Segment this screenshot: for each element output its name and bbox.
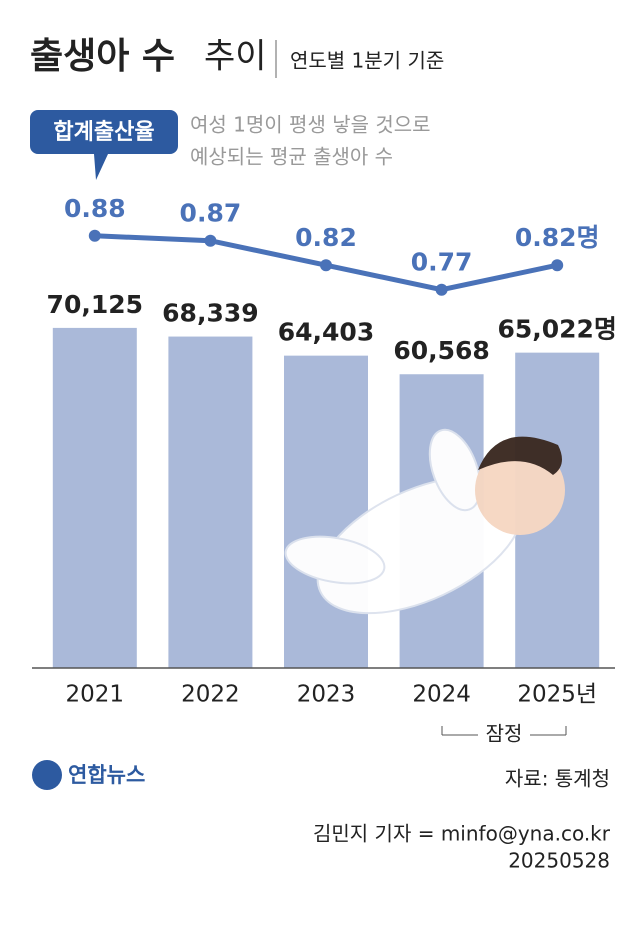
source: 자료: 통계청 bbox=[505, 767, 610, 791]
bar-value-label: 68,339 bbox=[162, 299, 258, 328]
x-tick-label: 2022 bbox=[181, 682, 240, 708]
x-tick-label: 2023 bbox=[297, 682, 356, 708]
bar-value-label: 65,022명 bbox=[497, 315, 616, 344]
logo: 연합뉴스 bbox=[68, 763, 145, 787]
legend-label: 합계출산율 bbox=[53, 119, 154, 145]
line-value-label: 0.77 bbox=[411, 248, 473, 277]
bar-value-label: 60,568 bbox=[393, 336, 489, 365]
line-value-label: 0.82명 bbox=[515, 223, 600, 252]
line-point bbox=[88, 229, 101, 242]
x-tick-label: 2025년 bbox=[517, 682, 597, 708]
credit: 김민지 기자 = minfo@yna.co.kr bbox=[313, 822, 611, 846]
line-value-label: 0.88 bbox=[64, 194, 126, 223]
chart-title-suffix: 추이 bbox=[204, 37, 267, 77]
bar bbox=[168, 336, 253, 668]
bar-value-label: 70,125 bbox=[47, 290, 143, 319]
legend-badge bbox=[30, 110, 178, 180]
description: 여성 1명이 평생 낳을 것으로 bbox=[190, 113, 431, 137]
line-value-label: 0.87 bbox=[180, 199, 242, 228]
line-point bbox=[551, 259, 564, 272]
line-point bbox=[320, 259, 332, 272]
line-point bbox=[435, 283, 448, 296]
subtitle: 연도별 1분기 기준 bbox=[290, 49, 444, 73]
date: 20250528 bbox=[508, 849, 610, 873]
bar bbox=[284, 355, 368, 668]
x-tick-label: 2021 bbox=[66, 682, 125, 708]
description: 예상되는 평균 출생아 수 bbox=[190, 145, 393, 169]
x-tick-label: 2024 bbox=[412, 682, 471, 708]
chart-title: 출생아 수 bbox=[30, 36, 175, 77]
provisional-note: 잠정 bbox=[486, 722, 523, 746]
logo-icon bbox=[32, 760, 62, 790]
line-point bbox=[204, 234, 217, 247]
baby-illustration bbox=[284, 428, 565, 615]
bar-value-label: 64,403 bbox=[278, 318, 374, 347]
line-value-label: 0.82 bbox=[295, 223, 357, 252]
bar bbox=[52, 327, 137, 668]
